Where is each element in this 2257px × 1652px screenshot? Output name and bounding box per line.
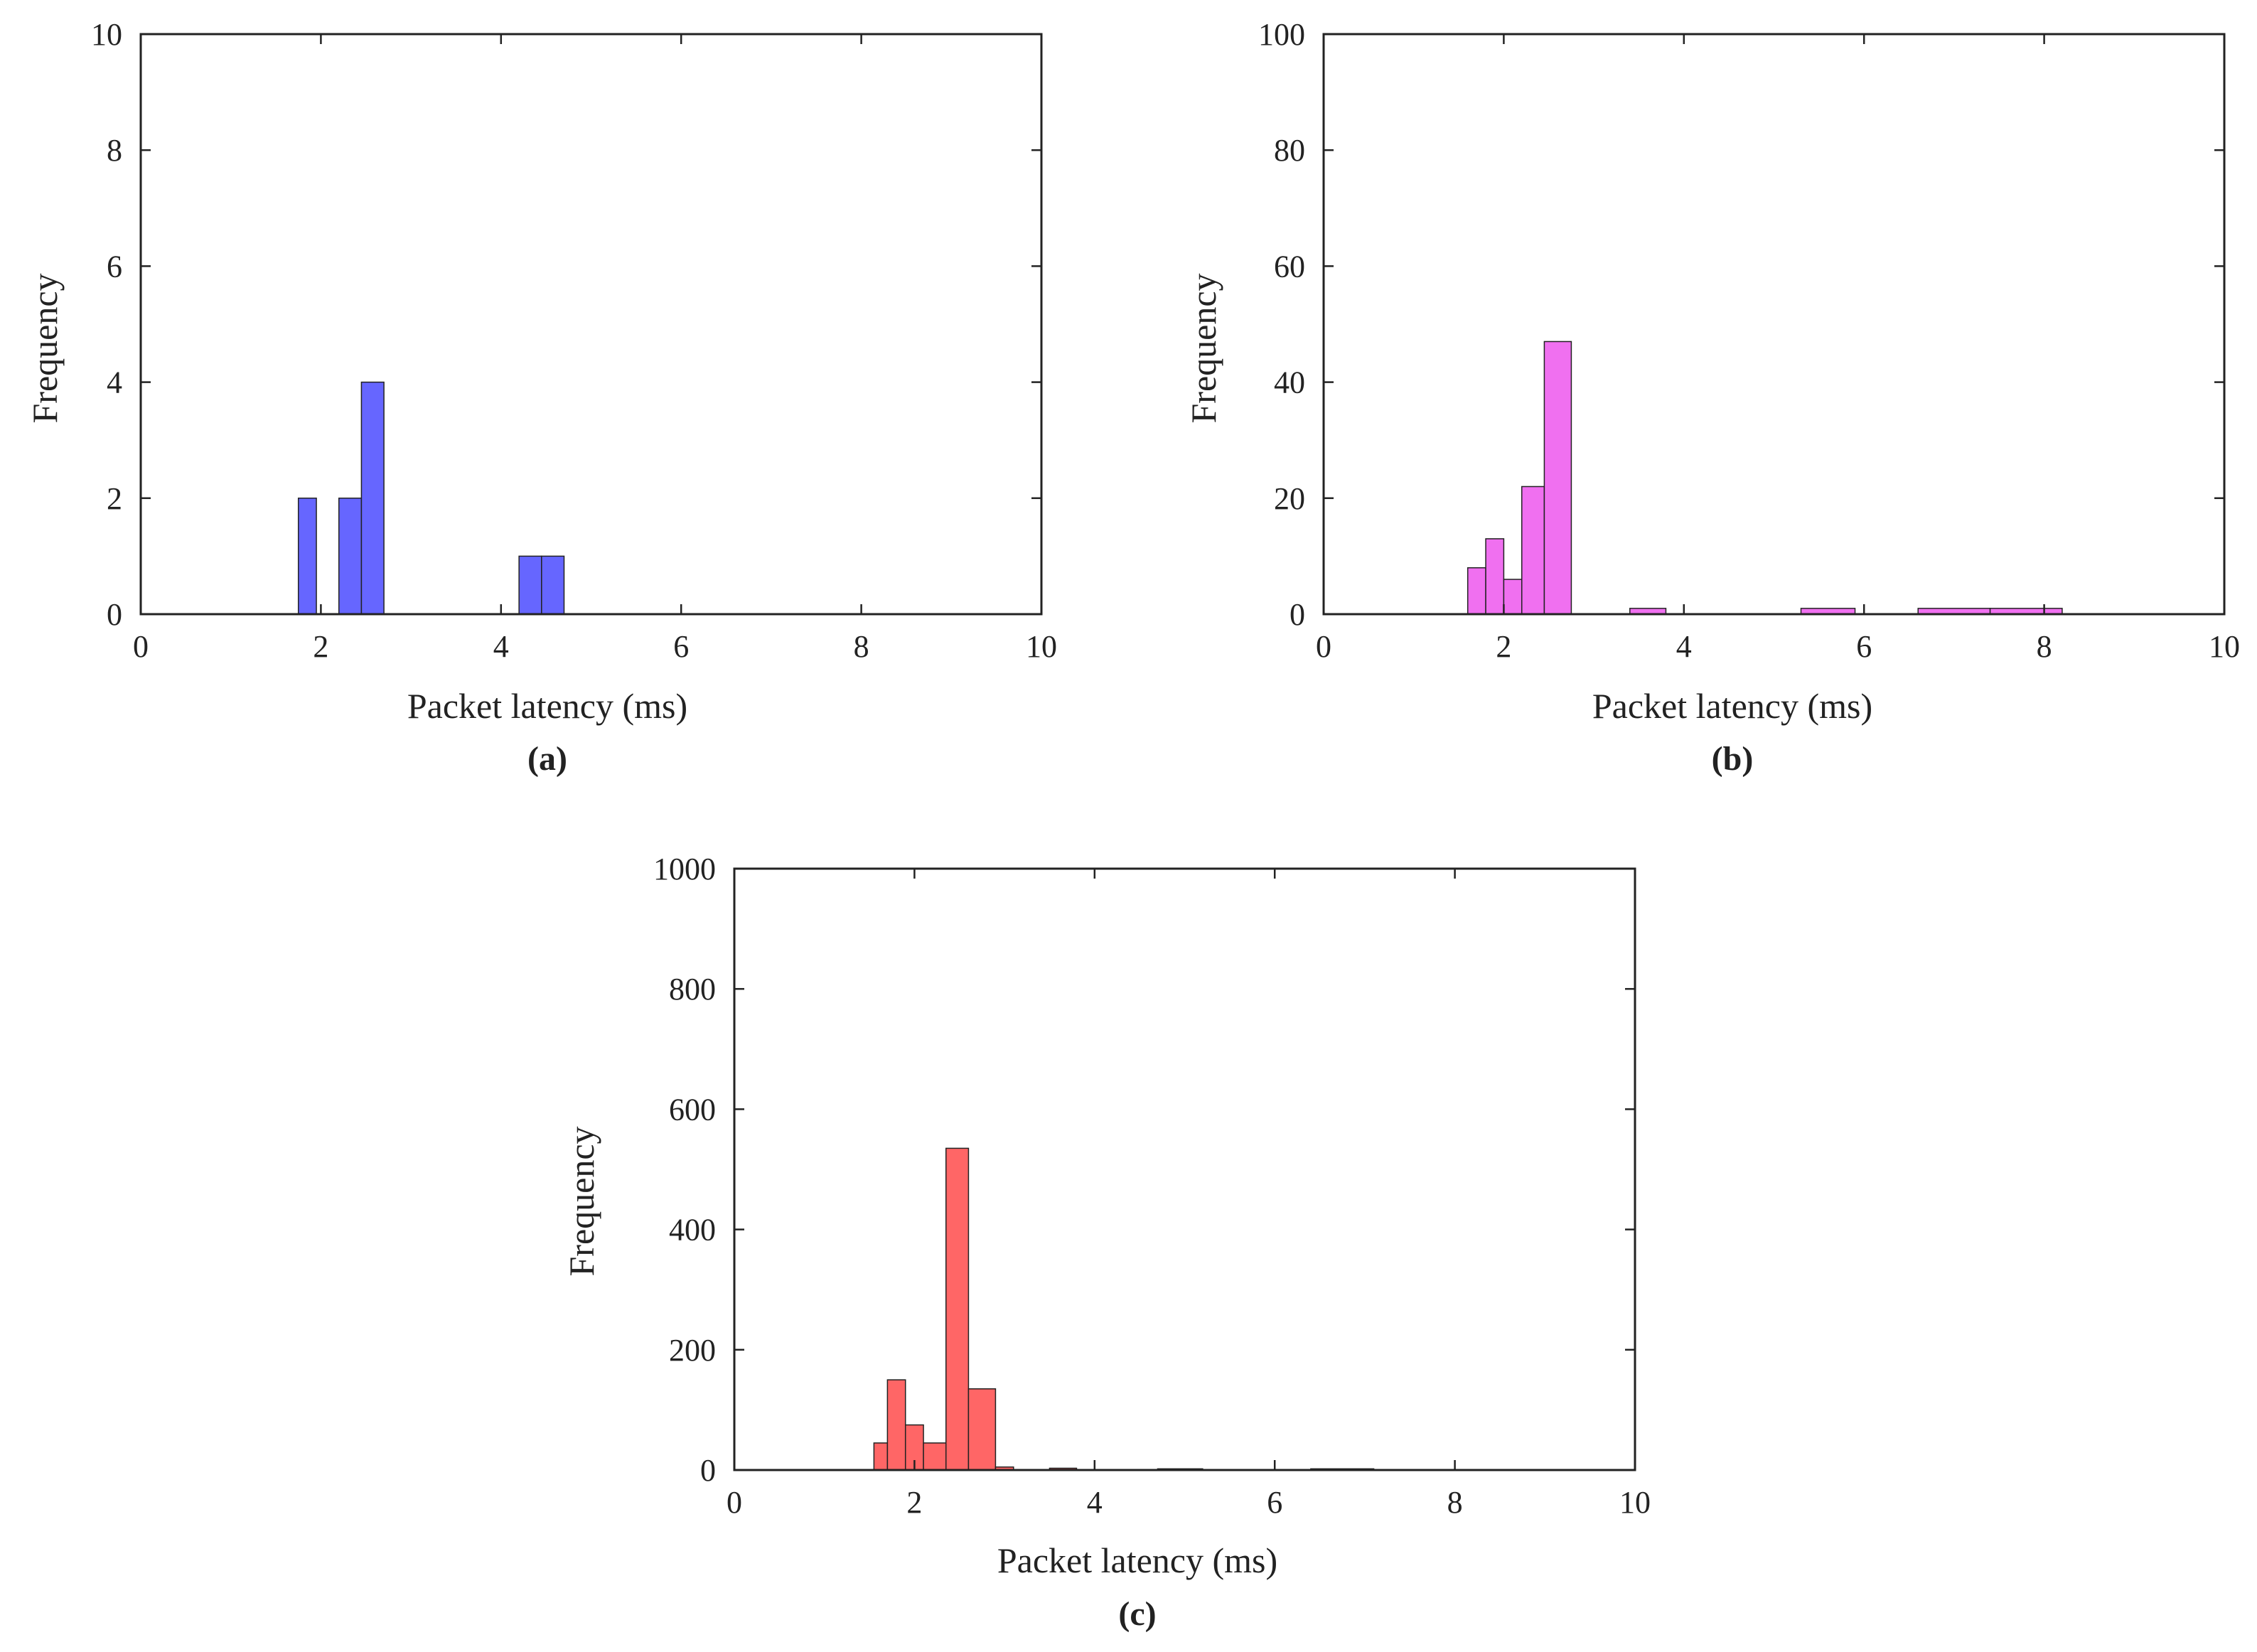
x-tick-label-b-5: 10 <box>2209 629 2240 664</box>
y-axis-label-a: Frequency <box>25 273 65 423</box>
x-tick-label-a-4: 8 <box>854 629 869 664</box>
y-tick-label-a-5: 10 <box>91 17 122 52</box>
histogram-bar-c-4 <box>945 1147 970 1471</box>
panel-caption-a: (a) <box>527 740 567 778</box>
x-tick-label-c-5: 10 <box>1619 1485 1651 1520</box>
y-tick-label-b-1: 20 <box>1274 481 1305 516</box>
y-tick-label-c-3: 600 <box>669 1092 716 1127</box>
x-tick-label-a-3: 6 <box>673 629 689 664</box>
histogram-bar-c-0 <box>873 1442 889 1471</box>
y-axis-label-c: Frequency <box>562 1126 601 1276</box>
histogram-bar-c-3 <box>923 1442 947 1471</box>
y-tick-label-a-1: 2 <box>107 481 122 516</box>
x-axis-label-c: Packet latency (ms) <box>997 1540 1277 1580</box>
y-tick-label-c-0: 0 <box>700 1453 716 1488</box>
x-axis-label-b: Packet latency (ms) <box>1592 686 1872 726</box>
x-tick-label-c-0: 0 <box>727 1485 742 1520</box>
x-tick-label-a-0: 0 <box>133 629 149 664</box>
y-tick-label-b-5: 100 <box>1258 17 1305 52</box>
y-tick-label-a-4: 8 <box>107 133 122 168</box>
y-tick-label-b-0: 0 <box>1290 597 1305 632</box>
histogram-bar-c-5 <box>967 1388 997 1471</box>
x-tick-label-c-1: 2 <box>906 1485 922 1520</box>
histogram-panel-c: Frequency Packet latency (ms) (c) 0 2 4 6 8 1… <box>562 852 1651 1633</box>
x-tick-label-c-4: 8 <box>1447 1485 1463 1520</box>
x-tick-label-c-2: 4 <box>1087 1485 1103 1520</box>
panel-caption-c: (c) <box>1118 1595 1156 1633</box>
y-tick-label-a-2: 4 <box>107 365 122 400</box>
histogram-bar-b-1 <box>1485 538 1505 615</box>
y-tick-label-c-1: 200 <box>669 1333 716 1368</box>
histogram-bar-c-1 <box>886 1379 906 1471</box>
histogram-bar-a-1 <box>338 498 363 615</box>
y-tick-label-a-3: 6 <box>107 249 122 284</box>
histogram-bar-a-2 <box>360 381 385 615</box>
histogram-panel-b: Frequency Packet latency (ms) (b) 0 2 4 6 8 1… <box>1184 17 2240 778</box>
y-tick-label-b-2: 40 <box>1274 365 1305 400</box>
histogram-bar-b-2 <box>1503 579 1523 615</box>
bars-a <box>297 381 565 615</box>
x-tick-label-b-0: 0 <box>1316 629 1331 664</box>
bars-c <box>873 1147 1375 1471</box>
x-tick-label-a-2: 4 <box>493 629 509 664</box>
histogram-bar-a-3 <box>518 555 542 615</box>
histogram-bar-b-0 <box>1467 567 1486 615</box>
x-tick-label-b-2: 4 <box>1676 629 1692 664</box>
x-tick-label-b-1: 2 <box>1496 629 1511 664</box>
y-tick-label-a-0: 0 <box>107 597 122 632</box>
x-tick-label-b-3: 6 <box>1856 629 1872 664</box>
x-axis-label-a: Packet latency (ms) <box>407 686 687 726</box>
plot-frame-c <box>733 867 1636 1471</box>
histogram-panel-a: Frequency Packet latency (ms) (a) 0 2 4 6 8 1… <box>25 17 1057 778</box>
y-tick-label-b-4: 80 <box>1274 133 1305 168</box>
x-tick-label-a-1: 2 <box>313 629 328 664</box>
y-tick-label-b-3: 60 <box>1274 249 1305 284</box>
plot-frame-a <box>139 33 1043 616</box>
x-tick-label-a-5: 10 <box>1026 629 1057 664</box>
histogram-bar-b-3 <box>1521 486 1545 615</box>
y-tick-label-c-2: 400 <box>669 1213 716 1248</box>
x-tick-label-c-3: 6 <box>1267 1485 1282 1520</box>
x-tick-label-b-4: 8 <box>2037 629 2052 664</box>
histogram-bar-a-0 <box>297 498 317 615</box>
plot-frame-b <box>1322 33 2226 616</box>
y-axis-label-b: Frequency <box>1184 273 1223 423</box>
panel-caption-b: (b) <box>1712 740 1754 778</box>
bars-b <box>1467 340 2063 615</box>
histogram-bar-a-4 <box>541 555 565 615</box>
histogram-bar-b-4 <box>1543 340 1572 615</box>
y-tick-label-c-5: 1000 <box>653 852 716 886</box>
y-tick-label-c-4: 800 <box>669 972 716 1007</box>
